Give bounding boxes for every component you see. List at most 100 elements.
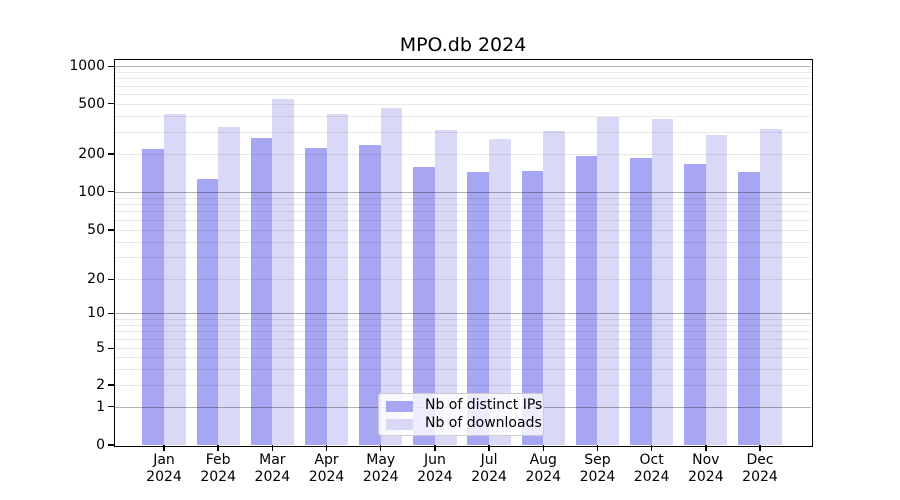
y-gridline-minor <box>115 242 811 243</box>
x-tick-month: Aug <box>529 452 557 468</box>
legend-label-distinct-ips: Nb of distinct IPs <box>425 397 543 413</box>
y-tick-label: 5 <box>96 340 105 357</box>
x-tick-month: Mar <box>259 452 286 468</box>
x-tick-label-nov: Nov 2024 <box>676 452 736 485</box>
bar-downloads-aug <box>543 131 565 445</box>
y-gridline-major <box>115 66 811 68</box>
bar-downloads-jun <box>434 129 457 445</box>
y-tick <box>108 229 115 231</box>
y-gridline-minor <box>115 368 811 370</box>
bar-downloads-dec <box>760 129 782 445</box>
x-tick-year: 2024 <box>579 468 616 485</box>
bar-distinct-ips-feb <box>196 179 219 445</box>
x-tick-month: Dec <box>746 452 774 468</box>
x-tick-label-may: May 2024 <box>351 452 411 485</box>
y-gridline-minor <box>115 93 811 95</box>
y-gridline-minor <box>115 230 811 231</box>
y-gridline-minor <box>115 78 811 80</box>
y-gridline-minor <box>115 385 811 386</box>
bar-downloads-mar <box>272 99 294 445</box>
bar-downloads-may <box>380 107 403 445</box>
x-tick-year: 2024 <box>417 468 453 485</box>
x-tick-month: Oct <box>639 452 664 468</box>
bar-distinct-ips-may <box>359 145 381 445</box>
x-tick-year: 2024 <box>308 468 345 485</box>
x-tick-month: Jan <box>153 452 175 468</box>
y-gridline-minor <box>115 324 811 326</box>
y-tick-label: 50 <box>87 222 105 238</box>
x-tick-label-apr: Apr 2024 <box>297 452 357 485</box>
y-gridline-minor <box>115 219 811 221</box>
y-tick <box>108 191 115 193</box>
y-gridline-minor <box>115 257 811 259</box>
y-gridline-minor <box>115 331 811 333</box>
y-tick <box>108 347 115 349</box>
x-tick <box>163 445 165 451</box>
x-tick-month: Jul <box>480 452 498 468</box>
bar-downloads-feb <box>218 126 240 445</box>
bar-distinct-ips-apr <box>304 147 327 445</box>
y-gridline-minor <box>115 72 811 73</box>
legend-label-downloads: Nb of downloads <box>425 415 542 431</box>
y-gridline-minor <box>115 103 811 105</box>
bar-downloads-jul <box>489 139 511 445</box>
chart-title: MPO.db 2024 <box>399 34 527 56</box>
x-tick <box>217 445 219 451</box>
bar-distinct-ips-oct <box>630 157 652 445</box>
x-tick <box>542 445 544 451</box>
x-tick <box>380 445 382 451</box>
x-tick <box>488 445 490 451</box>
bar-downloads-oct <box>651 119 674 445</box>
x-tick-year: 2024 <box>254 468 291 485</box>
y-gridline-minor <box>115 197 811 199</box>
x-tick-label-sep: Sep 2024 <box>567 452 627 485</box>
bar-distinct-ips-jan <box>142 149 164 445</box>
legend-swatch-distinct-ips <box>386 401 413 412</box>
bar-distinct-ips-mar <box>250 138 273 445</box>
x-tick-label-mar: Mar 2024 <box>242 452 302 485</box>
x-tick-month: May <box>366 452 396 468</box>
y-tick-label: 1000 <box>69 58 105 75</box>
y-gridline-minor <box>115 357 811 359</box>
y-gridline-minor <box>115 339 811 341</box>
y-tick-label: 0 <box>96 437 105 453</box>
bar-distinct-ips-jun <box>413 167 435 445</box>
bar-downloads-sep <box>597 116 620 445</box>
x-tick-month: Nov <box>692 452 720 468</box>
bar-distinct-ips-aug <box>521 171 544 445</box>
bar-distinct-ips-sep <box>575 155 598 445</box>
y-tick <box>108 103 115 105</box>
bar-distinct-ips-nov <box>684 164 706 445</box>
x-tick <box>650 445 653 451</box>
y-tick-label: 20 <box>87 271 105 288</box>
x-tick-label-oct: Oct 2024 <box>622 452 682 485</box>
y-tick-label: 100 <box>78 183 105 200</box>
y-gridline-minor <box>115 279 811 281</box>
x-tick-year: 2024 <box>362 468 399 485</box>
y-tick-label: 1 <box>96 398 105 415</box>
y-tick-label: 2 <box>96 377 105 393</box>
y-tick-label: 500 <box>78 95 105 112</box>
y-gridline-minor <box>115 348 811 350</box>
y-gridline-minor <box>115 204 811 206</box>
x-tick-label-jul: Jul 2024 <box>459 452 519 485</box>
x-tick-year: 2024 <box>633 468 670 485</box>
y-gridline-minor <box>115 131 811 133</box>
y-gridline-major <box>115 191 811 193</box>
legend: Nb of distinct IPs Nb of downloads <box>378 392 544 436</box>
y-tick-label: 10 <box>87 305 105 322</box>
bar-downloads-nov <box>705 134 728 445</box>
x-tick-month: Apr <box>314 452 339 468</box>
y-tick <box>108 65 115 67</box>
legend-swatch-downloads <box>386 419 413 430</box>
x-tick-month: Feb <box>205 452 231 468</box>
x-tick-label-aug: Aug 2024 <box>513 452 573 485</box>
y-gridline-minor <box>115 211 811 213</box>
y-gridline-minor <box>115 85 811 87</box>
x-tick <box>596 445 599 451</box>
x-tick-label-jun: Jun 2024 <box>405 452 465 485</box>
y-tick <box>108 444 115 446</box>
bar-downloads-apr <box>326 114 349 445</box>
x-tick <box>759 445 761 451</box>
